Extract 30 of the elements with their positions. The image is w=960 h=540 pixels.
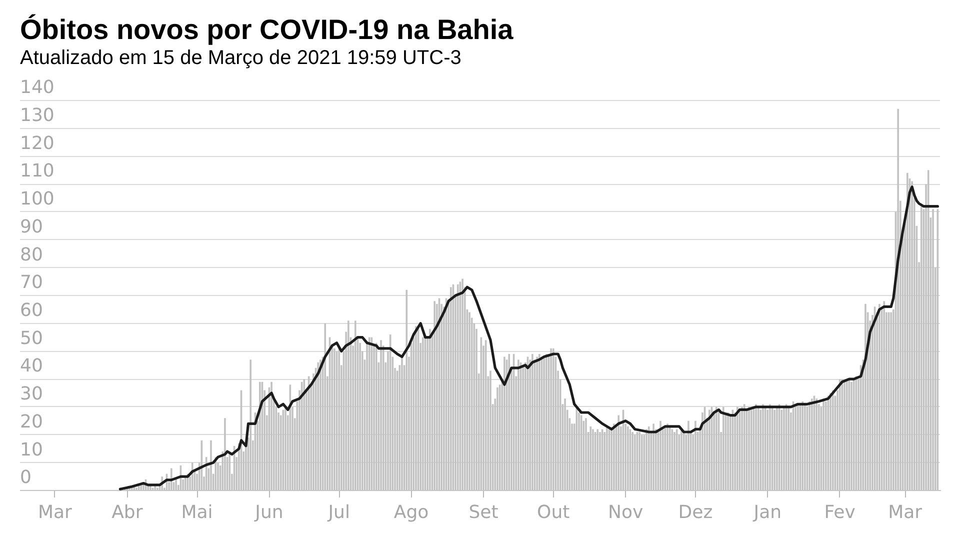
y-tick-label: 100 <box>20 188 54 210</box>
y-tick-label: 30 <box>20 384 43 405</box>
x-tick-label: Mar <box>38 502 73 523</box>
x-tick-label: Jan <box>752 502 782 523</box>
y-tick-label: 60 <box>20 300 43 322</box>
y-tick-label: 90 <box>20 216 43 238</box>
x-tick-label: Fev <box>824 502 856 523</box>
y-tick-label: 130 <box>20 105 54 126</box>
y-tick-label: 110 <box>20 160 54 182</box>
x-tick-label: Set <box>468 502 498 523</box>
chart-title: Óbitos novos por COVID-19 na Bahia <box>20 13 514 47</box>
y-tick-label: 0 <box>20 467 32 488</box>
x-tick-label: Out <box>537 502 570 523</box>
x-tick-label: Nov <box>608 502 644 523</box>
x-tick-label: Jul <box>327 502 350 523</box>
x-tick-label: Mar <box>888 502 923 523</box>
y-tick-label: 80 <box>20 244 43 266</box>
x-tick-label: Dez <box>678 502 713 523</box>
y-tick-label: 70 <box>20 272 43 294</box>
y-tick-label: 120 <box>20 132 54 154</box>
x-tick-label: Ago <box>394 502 429 523</box>
y-tick-label: 10 <box>20 439 43 460</box>
x-tick-label: Jun <box>254 502 284 523</box>
chart-subtitle: Atualizado em 15 de Março de 2021 19:59 UTC-3 <box>20 46 462 70</box>
y-tick-label: 50 <box>20 328 43 349</box>
y-tick-label: 40 <box>20 356 43 377</box>
y-tick-label: 140 <box>20 77 54 98</box>
x-tick-label: Abr <box>112 502 144 523</box>
y-tick-label: 20 <box>20 411 43 432</box>
x-tick-label: Mai <box>181 502 213 523</box>
